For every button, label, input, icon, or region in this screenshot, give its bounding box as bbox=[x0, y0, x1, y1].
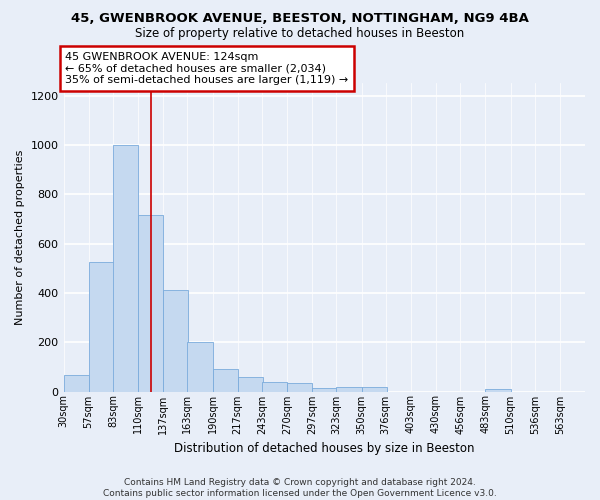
Bar bbox=[89, 262, 114, 392]
X-axis label: Distribution of detached houses by size in Beeston: Distribution of detached houses by size … bbox=[174, 442, 475, 455]
Bar bbox=[262, 382, 287, 392]
Y-axis label: Number of detached properties: Number of detached properties bbox=[15, 150, 25, 325]
Bar bbox=[138, 215, 163, 392]
Bar bbox=[64, 376, 89, 392]
Bar bbox=[362, 386, 386, 392]
Text: Contains HM Land Registry data © Crown copyright and database right 2024.
Contai: Contains HM Land Registry data © Crown c… bbox=[103, 478, 497, 498]
Bar bbox=[337, 386, 362, 392]
Text: Size of property relative to detached houses in Beeston: Size of property relative to detached ho… bbox=[136, 28, 464, 40]
Bar bbox=[212, 370, 238, 392]
Bar bbox=[287, 383, 312, 392]
Bar bbox=[163, 290, 188, 392]
Bar bbox=[485, 389, 511, 392]
Bar bbox=[238, 376, 263, 392]
Bar bbox=[312, 388, 337, 392]
Text: 45, GWENBROOK AVENUE, BEESTON, NOTTINGHAM, NG9 4BA: 45, GWENBROOK AVENUE, BEESTON, NOTTINGHA… bbox=[71, 12, 529, 26]
Text: 45 GWENBROOK AVENUE: 124sqm
← 65% of detached houses are smaller (2,034)
35% of : 45 GWENBROOK AVENUE: 124sqm ← 65% of det… bbox=[65, 52, 349, 85]
Bar bbox=[113, 145, 138, 392]
Bar bbox=[187, 342, 212, 392]
